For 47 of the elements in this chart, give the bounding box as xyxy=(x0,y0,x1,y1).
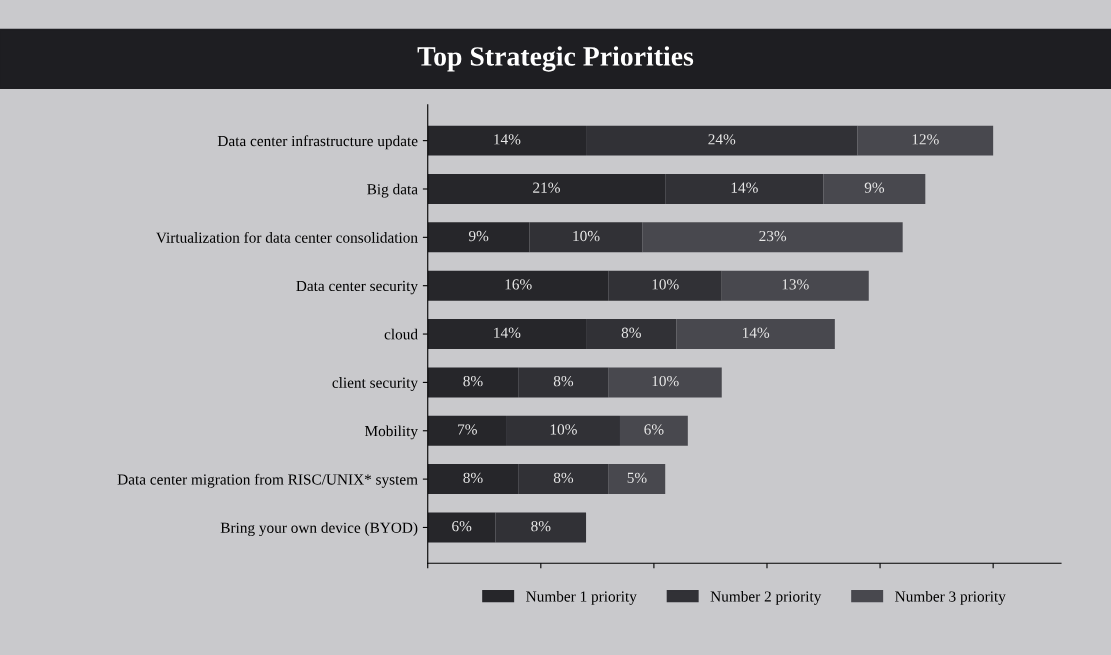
data-label: 10% xyxy=(652,279,679,290)
data-label: 14% xyxy=(494,134,521,145)
data-label: 12% xyxy=(912,134,939,145)
data-label: 23% xyxy=(759,230,787,242)
data-label: 16% xyxy=(505,279,532,290)
data-label: 14% xyxy=(494,327,521,338)
legend-label: Number 2 priority xyxy=(710,590,822,605)
y-tick-label: Virtualization for data center consolidation xyxy=(156,231,418,243)
data-label: 8% xyxy=(621,327,641,338)
bar xyxy=(619,415,688,446)
data-label: 7% xyxy=(458,424,477,435)
data-label: 9% xyxy=(468,230,489,242)
bar xyxy=(608,367,722,398)
y-tick-label: Bring your own device (BYOD) xyxy=(220,522,418,537)
y-tick-label: cloud xyxy=(384,328,418,340)
data-label: 10% xyxy=(652,375,679,387)
data-label: 24% xyxy=(708,134,736,145)
bar xyxy=(608,464,666,495)
y-tick-label: Mobility xyxy=(364,425,418,440)
y-tick-label: Data center security xyxy=(296,280,418,295)
y-tick-label: client security xyxy=(332,377,418,391)
data-label: 8% xyxy=(553,472,574,483)
data-label: 10% xyxy=(573,230,600,242)
data-label: 5% xyxy=(627,472,647,483)
data-label: 14% xyxy=(731,182,758,193)
data-label: 8% xyxy=(463,375,483,387)
bar xyxy=(642,222,903,253)
legend-label: Number 1 priority xyxy=(526,590,637,605)
y-tick-label: Data center infrastructure update xyxy=(217,135,418,150)
data-label: 6% xyxy=(452,520,472,532)
data-label: 14% xyxy=(743,327,770,338)
bar xyxy=(857,125,994,156)
data-label: 8% xyxy=(463,472,483,483)
y-tick-label: Data center migration from RISC/UNIX* system xyxy=(117,473,418,488)
data-label: 9% xyxy=(864,182,885,193)
data-label: 21% xyxy=(533,182,560,193)
data-label: 6% xyxy=(644,424,664,435)
data-label: 13% xyxy=(782,279,809,290)
bar xyxy=(721,270,869,301)
data-label: 8% xyxy=(531,520,551,532)
bar xyxy=(676,319,835,350)
y-tick-label: Big data xyxy=(367,183,418,198)
chart-title: Top Strategic Priorities xyxy=(417,46,694,72)
bar xyxy=(823,174,926,204)
data-label: 8% xyxy=(553,375,574,387)
data-label: 10% xyxy=(550,424,577,435)
legend-label: Number 3 priority xyxy=(895,590,1006,605)
